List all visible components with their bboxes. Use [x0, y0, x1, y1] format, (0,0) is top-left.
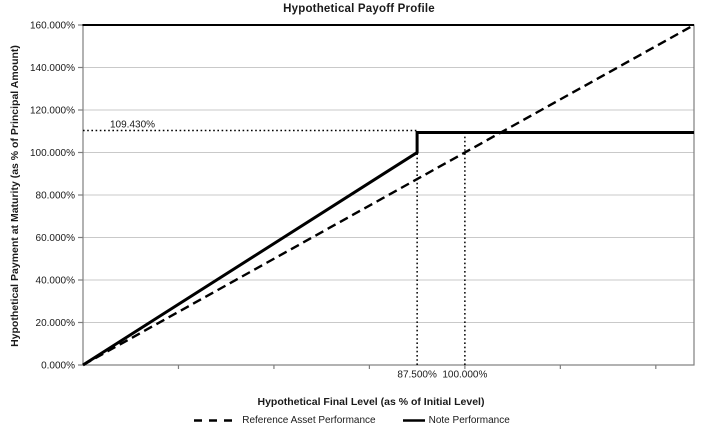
y-tick-label: 40.000%	[36, 276, 76, 287]
legend-label-reference-asset: Reference Asset Performance	[242, 415, 376, 426]
cap-value-label: 109.430%	[110, 119, 155, 130]
series-note	[82, 131, 694, 367]
y-tick-label: 80.000%	[36, 191, 76, 202]
series-reference-asset	[82, 23, 695, 367]
chart-title: Hypothetical Payoff Profile	[283, 3, 435, 15]
legend-item-reference-asset: Reference Asset Performance	[194, 415, 376, 426]
legend: Reference Asset Performance Note Perform…	[0, 415, 704, 426]
legend-item-note: Note Performance	[402, 415, 510, 426]
initial-value-label: 100.000%	[442, 370, 487, 381]
solid-line-icon	[402, 419, 425, 422]
barrier-value-label: 87.500%	[397, 370, 437, 381]
legend-label-note: Note Performance	[428, 415, 510, 426]
y-tick-label: 0.000%	[41, 361, 75, 372]
y-tick-label: 20.000%	[36, 318, 76, 329]
x-axis-title: Hypothetical Final Level (as % of Initia…	[257, 396, 485, 408]
dashed-line-icon	[194, 419, 239, 422]
y-tick-label: 140.000%	[30, 63, 75, 74]
y-tick-label: 160.000%	[30, 21, 75, 32]
y-tick-label: 100.000%	[30, 148, 75, 159]
y-tick-label: 120.000%	[30, 106, 75, 117]
y-tick-label: 60.000%	[36, 233, 76, 244]
